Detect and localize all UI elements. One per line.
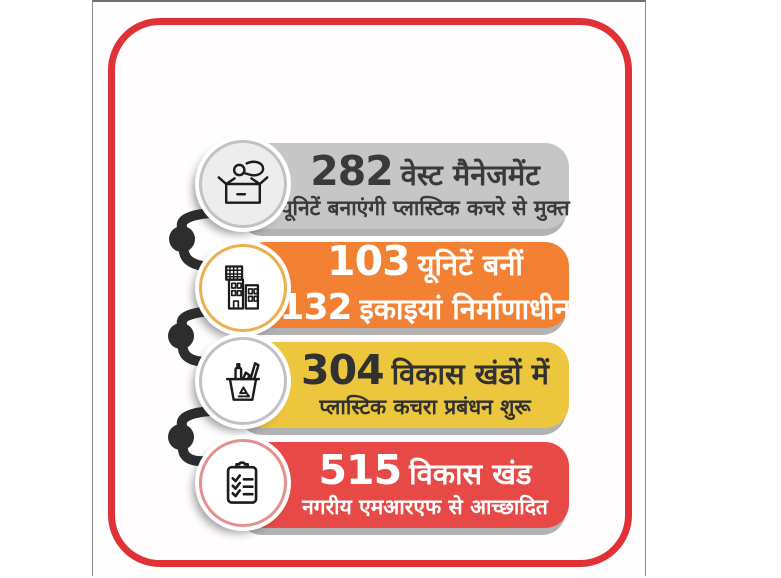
icon-circle-mrf-coverage [199,439,287,527]
icon-circle-units-built [199,244,287,332]
stat-line2: प्लास्टिक कचरा प्रबंधन शुरू [319,394,531,419]
stat-label: यूनिटें बनीं [417,247,523,282]
stat-line1: 282 वेस्ट मैनेजमेंट [310,146,540,195]
stat-label: विकास खंडों में [391,356,549,391]
stat-bar-mrf-coverage: 515 विकास खंड नगरीय एमआरएफ से आच्छादित [241,442,569,528]
icon-circle-block-waste [199,337,287,425]
stat-line2: नगरीय एमआरएफ से आच्छादित [302,494,548,519]
stat-number: 515 [318,445,403,494]
stat-bar-units-built: 103 यूनिटें बनीं 132 इकाइयां निर्माणाधीन [241,236,571,330]
stat-line2: 132 इकाइयां निर्माणाधीन [279,285,570,330]
stat-label: इकाइयां निर्माणाधीन [359,291,571,326]
stat-line1: 304 विकास खंडों में [301,345,549,394]
stat-label: विकास खंड [409,456,532,491]
stat-number: 304 [301,345,385,394]
stat-bar-block-waste: 304 विकास खंडों में प्लास्टिक कचरा प्रबं… [241,342,569,428]
stat-line1: 515 विकास खंड [318,445,532,494]
buildings-construction-icon [225,265,260,310]
stat-bar-waste-management: 282 वेस्ट मैनेजमेंट यूनिटें बनाएंगी प्ला… [241,143,570,229]
stat-number: 132 [279,286,352,328]
stat-number: 103 [327,236,411,285]
image-frame: मिशन क्लीन यूपी 282 वेस्ट मैनेजमेंट यूनि… [92,0,646,576]
checklist-clipboard-icon [226,461,258,504]
stat-line1: 103 यूनिटें बनीं [327,236,523,285]
stat-label: वेस्ट मैनेजमेंट [400,157,540,192]
stat-number: 282 [310,146,394,195]
hand-donating-to-box-icon [217,160,269,204]
stat-line2: यूनिटें बनाएंगी प्लास्टिक कचरे से मुक्त [280,195,570,220]
icon-circle-waste-management [199,140,287,228]
recycle-bin-icon [225,362,261,401]
